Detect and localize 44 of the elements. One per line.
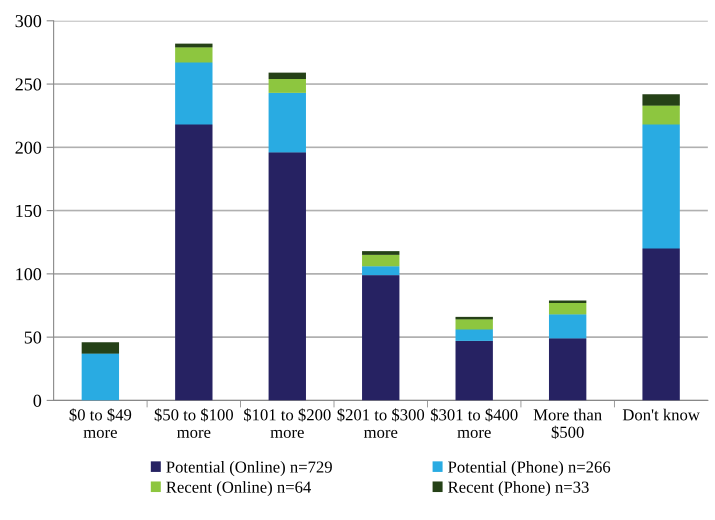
bar [362,254,400,266]
bar [642,106,680,125]
bar [362,266,400,276]
bar [82,342,120,354]
bar [548,314,586,338]
bar [362,251,400,255]
legend-label: Potential (Phone) n=266 [448,460,610,476]
bar [268,79,306,93]
bar [456,340,493,400]
x-tick-label: $201 to $300 more [337,408,424,438]
bar [548,338,586,400]
bar [548,302,586,314]
x-tick-label: Don't know [622,408,700,420]
bar [268,72,306,80]
x-tick-label: $301 to $400 more [430,408,518,438]
y-tick-label: 250 [16,78,42,91]
x-tick-label: $0 to $49 more [70,408,132,438]
x-tick-label: $101 to $200 more [244,408,331,438]
bar [548,300,586,303]
legend-label: Potential (Online) n=729 [166,460,332,476]
bar [82,354,120,400]
x-tick-label: More than $500 [534,408,602,439]
bar [175,124,213,400]
y-tick-label: 150 [16,204,42,218]
bar [268,92,306,152]
y-tick-label: 300 [16,15,42,28]
bar [642,124,680,249]
bar [456,316,493,320]
y-tick-label: 0 [33,394,42,407]
x-tick-label: $50 to $100 more [154,408,233,438]
bar [362,275,400,400]
bar [175,47,213,63]
legend-label: Recent (Online) n=64 [166,481,312,496]
bar [268,152,306,400]
y-tick-label: 200 [16,142,42,154]
bar [456,319,493,330]
bar [642,248,680,400]
y-tick-label: 100 [16,268,42,280]
bar [175,44,213,48]
y-tick-label: 50 [24,331,42,344]
bar [456,330,493,341]
bar [642,94,680,106]
bar [175,62,213,125]
legend-label: Recent (Phone) n=33 [448,481,589,496]
